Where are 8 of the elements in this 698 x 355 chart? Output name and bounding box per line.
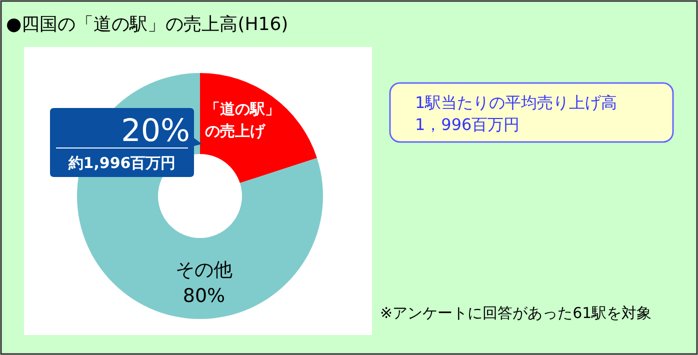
text: ※アンケートに回答があった61駅を対象 bbox=[380, 304, 652, 322]
data-label: 80% bbox=[182, 285, 226, 307]
callout: 20% 約1,996百万円 bbox=[50, 108, 202, 177]
slice-label: 「道の駅」の売上げ bbox=[205, 100, 280, 140]
data-label: 20% bbox=[121, 113, 190, 149]
chart-title: ●四国の「道の駅」の売上高(H16) bbox=[6, 14, 288, 35]
slice-label: その他 bbox=[176, 259, 232, 281]
text: 1駅当たりの平均売り上げ高 1，996百万円 bbox=[415, 93, 618, 134]
